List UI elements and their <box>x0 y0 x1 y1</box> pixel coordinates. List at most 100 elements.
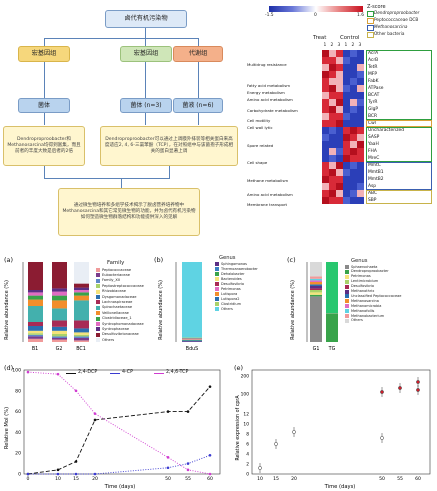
heatmap-cell <box>336 92 343 99</box>
heatmap-cell <box>343 134 350 141</box>
heatmap-cell <box>336 148 343 155</box>
legend-label: Lentimicrobium <box>351 279 379 284</box>
legend-label: Methanofollis <box>351 308 375 313</box>
heatmap-gene-label: BCAT <box>368 92 380 98</box>
panel-d-ytick: 60 <box>15 409 21 415</box>
heatmap-cell <box>357 162 364 169</box>
heatmap-cell <box>350 71 357 78</box>
legend-label: Sphaerochaeta <box>351 264 378 269</box>
heatmap-cell <box>357 176 364 183</box>
legend-swatch <box>345 284 349 289</box>
bar-segment <box>28 322 43 326</box>
heatmap-categories: Multidrug resistance Fatty acid metabolis… <box>245 50 321 210</box>
heatmap-cell <box>322 106 329 113</box>
legend-swatch <box>96 295 100 299</box>
heatmap-cell <box>336 78 343 85</box>
heatmap-cell <box>350 57 357 64</box>
flow-col2-body: 菌体 (n=3) <box>130 101 162 109</box>
panel-d-ytick: 80 <box>15 388 21 394</box>
panel-e-xtick: 50 <box>379 476 385 482</box>
panel-c-letter: (c) <box>287 256 296 264</box>
heatmap-cell <box>336 190 343 197</box>
panel-d-ylabel: Relative Mol (%) <box>4 407 10 449</box>
heatmap-cell <box>357 99 364 106</box>
heatmap-cell <box>350 155 357 162</box>
heatmap-cell <box>357 50 364 57</box>
legend-label: 2,4-DCP <box>78 370 98 375</box>
legend-label: Eubacteriaceae <box>102 272 130 277</box>
panel-a-ylabel: Relative abundance (%) <box>4 280 10 340</box>
heatmap-cell <box>357 57 364 64</box>
heatmap-cell <box>357 183 364 190</box>
heatmap-gene-label: AcrB <box>368 57 379 63</box>
legend-other: Other bacteria <box>374 30 405 36</box>
heatmap-cell <box>343 113 350 120</box>
heatmap-cell <box>350 176 357 183</box>
heatmap-cell <box>322 197 329 204</box>
panel-b-xtick: BduS <box>186 346 198 352</box>
legend-swatch <box>215 287 219 291</box>
data-point <box>292 430 296 434</box>
heatmap-cell <box>343 127 350 134</box>
heatmap-cell <box>343 99 350 106</box>
heatmap-cell <box>357 64 364 71</box>
panel-e-xtick: 60 <box>415 476 421 482</box>
legend-swatch <box>96 316 100 321</box>
panel-d-xtick: 60 <box>207 476 213 482</box>
flow-top-box: 卤代有机污染物 <box>105 10 187 28</box>
heatmap-cell <box>329 148 336 155</box>
panel-e-ytick: 12 <box>243 412 249 418</box>
legend-label: Dendroproproobacter <box>351 269 389 274</box>
legend-swatch <box>96 268 100 272</box>
heatmap-cell <box>343 71 350 78</box>
bar-segment <box>74 340 89 342</box>
legend-swatch-methano <box>367 25 374 31</box>
legend-label: Lachnospiraceae <box>102 299 133 304</box>
series-line <box>27 371 211 475</box>
scale-tick-mid: 0 <box>314 13 317 18</box>
heatmap-cell <box>357 155 364 162</box>
panel-e-ylabel: Relative expression of cprA <box>235 395 241 461</box>
heatmap-cell <box>350 64 357 71</box>
flow-col3-body-box: 菌液 (n=6) <box>173 98 223 113</box>
heatmap-cell <box>343 162 350 169</box>
flow-col1-body-box: 菌体 <box>18 98 70 113</box>
panel-e-letter: (e) <box>234 364 244 372</box>
heatmap-category-label: Fatty acid metabolism <box>247 83 291 88</box>
heatmap-cell <box>350 190 357 197</box>
heatmap-cell <box>329 71 336 78</box>
legend-label: Others <box>351 318 363 323</box>
heatmap-cell <box>329 57 336 64</box>
bar-segment <box>52 295 67 301</box>
heatmap-cell <box>357 85 364 92</box>
panel-b-chart: Relative abundance (%) BduS <box>158 262 202 352</box>
zscore-colorbar <box>269 6 363 12</box>
series-line <box>28 454 211 475</box>
heatmap-cell <box>336 64 343 71</box>
panel-d-xtick: 10 <box>55 476 61 482</box>
legend-label: Unclassified Peptococcaceae <box>351 293 402 298</box>
bar-segment <box>52 291 67 296</box>
replicate-label: 1 <box>344 43 348 48</box>
bar-segment <box>52 339 67 342</box>
heatmap-gene-label: FHA <box>368 148 377 154</box>
scale-tick-min: -1.5 <box>265 13 274 18</box>
legend-label: Peptostreptococcaceae <box>102 283 144 288</box>
legend-swatch <box>96 278 100 283</box>
panel-a-xtick: BC1 <box>76 346 86 352</box>
gene-group-box <box>366 190 432 204</box>
legend-label: Dehalobacter <box>221 271 245 276</box>
heatmap-cell <box>350 113 357 120</box>
heatmap-gene-label: TetR <box>368 64 378 70</box>
heatmap-cell <box>329 197 336 204</box>
legend-swatch <box>96 338 100 343</box>
legend-swatch-other <box>367 32 374 38</box>
bar-segment <box>52 338 67 340</box>
heatmap-cell <box>336 57 343 64</box>
heatmap-gene-label: YaaH <box>368 141 379 147</box>
heatmap-cell <box>343 50 350 57</box>
heatmap-cell <box>350 197 357 204</box>
panel-c-legend-title: Genus <box>351 258 368 264</box>
bar-segment <box>28 334 43 337</box>
legend-label: Methanothrix <box>351 289 375 293</box>
